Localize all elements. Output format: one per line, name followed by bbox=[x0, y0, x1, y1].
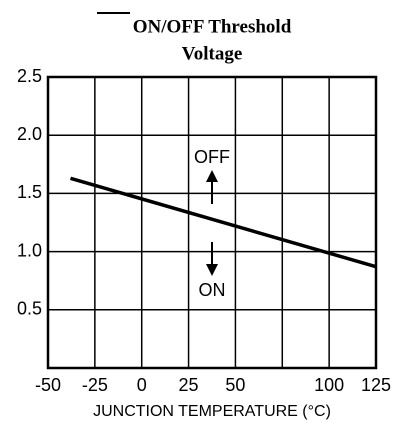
x-tick-label: 25 bbox=[179, 375, 199, 395]
x-tick-label: 125 bbox=[361, 375, 391, 395]
x-axis-label: JUNCTION TEMPERATURE (°C) bbox=[93, 403, 331, 420]
y-tick-label: 1.0 bbox=[17, 240, 42, 260]
annotation: ON bbox=[199, 280, 226, 300]
x-tick-label: -25 bbox=[82, 375, 108, 395]
x-tick-label: 50 bbox=[225, 375, 245, 395]
arrow-head bbox=[206, 264, 218, 276]
x-tick-label: 100 bbox=[314, 375, 344, 395]
x-tick-label: -50 bbox=[35, 375, 61, 395]
y-tick-label: 2.5 bbox=[17, 66, 42, 86]
chart-title: ON/OFF Threshold bbox=[133, 16, 292, 37]
plot-frame bbox=[46, 75, 378, 370]
chart-title: Voltage bbox=[182, 43, 243, 64]
y-tick-label: 1.5 bbox=[17, 182, 42, 202]
x-tick-label: 0 bbox=[137, 375, 147, 395]
y-tick-label: 0.5 bbox=[17, 299, 42, 319]
y-tick-label: 2.0 bbox=[17, 124, 42, 144]
data-line bbox=[70, 176, 377, 269]
arrow-head bbox=[206, 170, 218, 182]
annotation: OFF bbox=[194, 147, 230, 167]
